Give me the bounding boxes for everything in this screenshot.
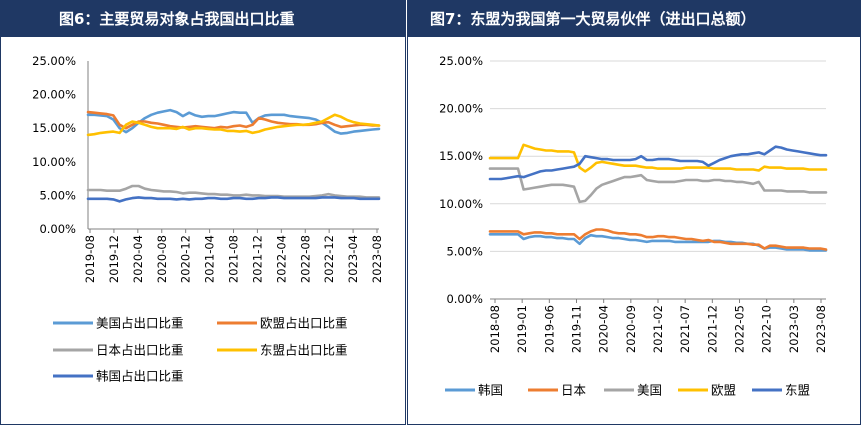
right-x-tick-label: 2023-08 [814, 305, 828, 353]
left-legend-item: 东盟占出口比重 [217, 343, 348, 358]
left-x-tick-label: 2019-12 [107, 235, 121, 283]
right-legend-label: 日本 [561, 383, 587, 398]
right-x-tick-label: 2021-02 [651, 305, 665, 353]
right-x-tick-label: 2022-10 [760, 305, 774, 353]
left-x-tick-label: 2021-04 [203, 235, 217, 283]
right-series-line [488, 228, 828, 251]
left-x-tick-label: 2020-12 [179, 235, 193, 283]
right-x-tick-label: 2020-09 [624, 305, 638, 353]
left-x-tick-label: 2022-12 [322, 235, 336, 283]
right-series-line [488, 233, 828, 252]
left-x-tick-label: 2023-08 [370, 235, 384, 283]
right-x-tick-label: 2021-12 [705, 305, 719, 353]
right-series-line [488, 167, 828, 204]
right-y-tick-label: 15.00% [439, 149, 483, 163]
right-legend-label: 韩国 [478, 383, 503, 398]
left-x-tick-label: 2022-04 [274, 235, 288, 283]
right-x-tick-label: 2023-03 [787, 305, 801, 353]
right-x-tick-label: 2019-11 [570, 305, 584, 353]
right-legend-label: 欧盟 [711, 383, 736, 398]
left-y-tick-label: 20.00% [32, 88, 76, 102]
left-series-line [86, 184, 381, 199]
left-y-tick-label: 15.00% [32, 121, 76, 135]
left-y-tick-label: 5.00% [39, 188, 76, 202]
right-y-tick-label: 10.00% [439, 197, 483, 211]
right-chart: 0.00% 5.00% 10.00% 15.00% 20.00% 25.00% 2018-0… [439, 54, 828, 398]
left-chart-title: 图6：主要贸易对象占我国出口比重 [1, 1, 405, 37]
right-y-tick-label: 0.00% [446, 292, 483, 306]
right-x-tick-label: 2020-04 [597, 305, 611, 353]
right-series-line [488, 143, 828, 173]
left-legend-label: 日本占出口比重 [96, 343, 184, 358]
left-y-tick-label: 25.00% [32, 54, 76, 68]
right-y-tick-label: 20.00% [439, 102, 483, 116]
left-y-tick-label: 0.00% [39, 222, 76, 236]
left-legend-item: 日本占出口比重 [53, 343, 184, 358]
left-legend-label: 欧盟占出口比重 [260, 316, 348, 331]
left-x-tick-label: 2021-08 [227, 235, 241, 283]
right-chart-title: 图7：东盟为我国第一大贸易伙伴（进出口总额） [408, 1, 860, 37]
left-chart: 0.00% 5.00% 10.00% 15.00% 20.00% 25.00% 2019-0… [32, 54, 384, 384]
left-y-tick-label: 10.00% [32, 155, 76, 169]
right-x-tick-label: 2019-06 [542, 305, 556, 353]
right-y-tick-label: 5.00% [446, 244, 483, 258]
right-legend-item: 欧盟 [678, 383, 736, 398]
right-x-tick-label: 2022-05 [733, 305, 747, 353]
right-x-tick-label: 2019-01 [515, 305, 529, 353]
left-chart-panel: 图6：主要贸易对象占我国出口比重 0.00% 5.00% 10.00% 15.00% 2… [0, 0, 406, 425]
left-x-tick-label: 2021-12 [250, 235, 264, 283]
right-legend-item: 东盟 [752, 383, 810, 398]
left-x-tick-label: 2019-08 [83, 235, 97, 283]
right-legend-label: 美国 [637, 383, 662, 398]
left-x-tick-label: 2020-04 [131, 235, 145, 283]
left-series-line [86, 108, 381, 135]
right-legend-item: 韩国 [445, 383, 503, 398]
left-legend-label: 美国占出口比重 [96, 316, 184, 331]
right-legend-label: 东盟 [785, 383, 810, 398]
left-x-tick-label: 2022-08 [298, 235, 312, 283]
left-legend-item: 欧盟占出口比重 [217, 316, 348, 331]
right-chart-panel: 图7：东盟为我国第一大贸易伙伴（进出口总额） 0.00% 5.00% 10.00% 1… [407, 0, 861, 425]
left-series-line [86, 196, 381, 203]
right-x-tick-label: 2021-07 [678, 305, 692, 353]
left-series-line [86, 113, 381, 137]
right-series-line [488, 145, 828, 181]
right-legend-item: 美国 [604, 383, 662, 398]
right-legend-item: 日本 [528, 383, 587, 398]
left-legend-item: 美国占出口比重 [53, 316, 184, 331]
right-y-tick-label: 25.00% [439, 54, 483, 68]
left-x-tick-label: 2020-08 [155, 235, 169, 283]
left-legend-label: 韩国占出口比重 [96, 369, 184, 384]
right-x-tick-label: 2018-08 [488, 305, 502, 353]
left-legend-item: 韩国占出口比重 [53, 369, 184, 384]
left-x-tick-label: 2023-04 [346, 235, 360, 283]
left-legend-label: 东盟占出口比重 [260, 343, 348, 358]
